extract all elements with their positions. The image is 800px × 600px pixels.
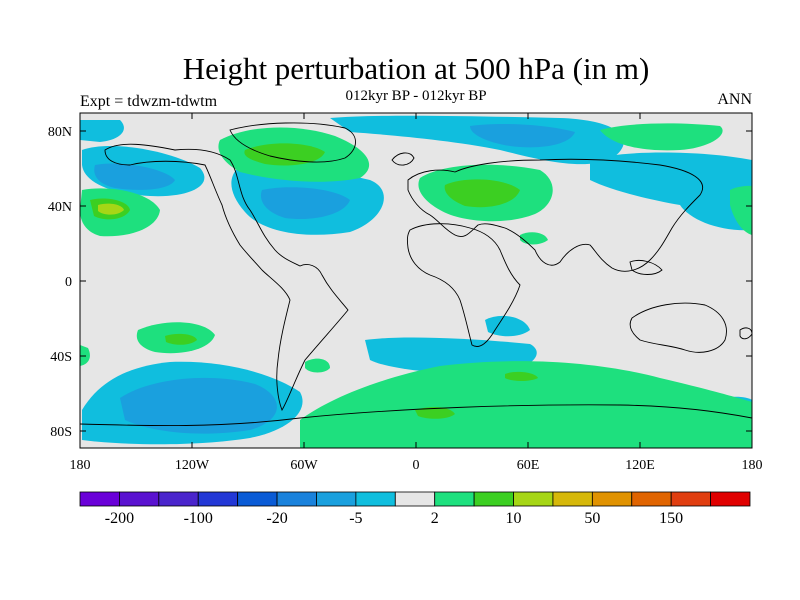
colorbar-swatch [119, 491, 160, 507]
colorbar-label: -200 [105, 510, 134, 527]
anomaly-contour [260, 187, 350, 220]
anomaly-contour [505, 371, 538, 381]
chart-title: Height perturbation at 500 hPa (in m) [182, 51, 650, 86]
anomaly-contour [94, 163, 175, 190]
colorbar-swatch [316, 491, 357, 507]
anomaly-contour [305, 358, 330, 373]
colorbar-label: 50 [584, 510, 600, 527]
y-tick-label: 80N [48, 125, 72, 140]
x-axis-labels: 180 120W 60W 0 60E 120E 180 [70, 458, 763, 473]
anomaly-contour [520, 232, 548, 245]
anomaly-contour [120, 377, 277, 434]
x-tick-label: 60W [290, 458, 318, 473]
colorbar-swatch [710, 491, 751, 507]
colorbar-swatch [276, 491, 317, 507]
chart-subtitle: 012kyr BP - 012kyr BP [345, 88, 487, 104]
anomaly-contour [730, 185, 752, 235]
colorbar-label: 2 [431, 510, 439, 527]
anomaly-contour [165, 333, 197, 345]
positive-anomaly-fields [80, 123, 752, 448]
anomaly-contour [600, 123, 723, 151]
x-tick-label: 120E [625, 458, 655, 473]
colorbar-swatch [158, 491, 199, 507]
y-tick-label: 80S [50, 425, 72, 440]
x-tick-label: 120W [175, 458, 210, 473]
colorbar-label: 10 [506, 510, 522, 527]
colorbar-swatch [513, 491, 554, 507]
map-area [80, 113, 752, 448]
colorbar-swatch [473, 491, 514, 507]
season-label: ANN [717, 91, 752, 108]
anomaly-contour [244, 143, 325, 166]
colorbar-swatch [237, 491, 278, 507]
coastline [391, 152, 415, 166]
coastline [629, 259, 663, 275]
coastlines [80, 122, 752, 427]
coastline [406, 223, 521, 347]
coastline [80, 404, 752, 427]
x-tick-label: 180 [742, 458, 763, 473]
colorbar-swatch [79, 491, 120, 507]
experiment-label: Expt = tdwzm-tdwtm [80, 93, 218, 110]
colorbar-swatch [394, 491, 436, 507]
x-tick-label: 180 [70, 458, 91, 473]
anomaly-contour [590, 152, 752, 231]
colorbar-labels: -200 -100 -20 -5 2 10 50 150 [105, 510, 683, 527]
y-axis-labels: 80N 40N 0 40S 80S [48, 125, 72, 440]
y-tick-label: 40N [48, 200, 72, 215]
colorbar-label: -100 [184, 510, 213, 527]
colorbar-label: 150 [659, 510, 683, 527]
anomaly-contour [98, 203, 124, 215]
colorbar-swatch [552, 491, 593, 507]
colorbar-swatch [591, 491, 633, 507]
anomaly-contour [444, 179, 520, 208]
x-tick-label: 60E [517, 458, 540, 473]
y-tick-label: 40S [50, 350, 72, 365]
axis-ticks [79, 113, 753, 448]
colorbar-swatch [197, 491, 239, 507]
coastline [229, 122, 356, 163]
colorbar-label: -20 [266, 510, 287, 527]
coastline [407, 158, 703, 272]
coastline [629, 302, 727, 353]
x-tick-label: 0 [413, 458, 420, 473]
colorbar-label: -5 [349, 510, 362, 527]
anomaly-contour [415, 406, 455, 419]
y-tick-label: 0 [65, 275, 72, 290]
colorbar [79, 491, 751, 507]
anomaly-contour [485, 315, 530, 337]
anomaly-contour [80, 120, 124, 142]
anomaly-contour [300, 361, 752, 448]
colorbar-swatch [670, 491, 711, 507]
colorbar-swatch [434, 491, 475, 507]
colorbar-swatch [355, 491, 396, 507]
coastline [104, 143, 349, 412]
anomaly-contour [470, 124, 575, 148]
colorbar-swatch [631, 491, 672, 507]
